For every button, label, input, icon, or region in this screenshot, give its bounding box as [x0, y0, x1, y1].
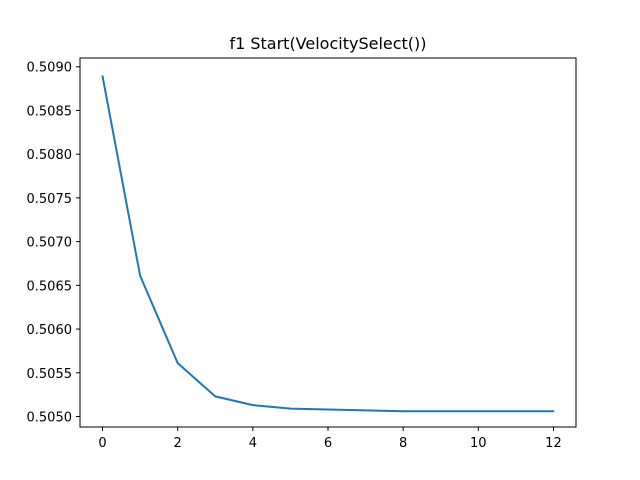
y-tick-label: 0.5080: [27, 148, 73, 163]
x-tick-label: 0: [98, 436, 106, 451]
y-tick-label: 0.5070: [27, 236, 73, 251]
y-axis: 0.5050 0.5055 0.5060 0.5065 0.5070 0.5075 0.50…: [27, 61, 80, 426]
x-axis: 0 2 4 6 8 10 12: [98, 427, 562, 451]
series-layer: [101, 75, 555, 413]
x-tick-label: 6: [324, 436, 332, 451]
y-tick-label: 0.5090: [27, 61, 73, 76]
y-tick-label: 0.5050: [27, 411, 73, 426]
x-tick-label: 10: [470, 436, 487, 451]
y-tick-label: 0.5075: [27, 192, 73, 207]
y-tick-label: 0.5055: [27, 367, 73, 382]
y-tick-label: 0.5060: [27, 323, 73, 338]
y-tick-label: 0.5065: [27, 279, 73, 294]
x-tick-label: 12: [545, 436, 562, 451]
x-tick-label: 8: [399, 436, 407, 451]
axes-frame: [79, 57, 577, 428]
x-tick-label: 2: [174, 436, 182, 451]
x-tick-label: 4: [249, 436, 257, 451]
chart-title: f1 Start(VelocitySelect()): [229, 34, 426, 53]
series-line: [101, 75, 555, 413]
y-tick-label: 0.5085: [27, 104, 73, 119]
